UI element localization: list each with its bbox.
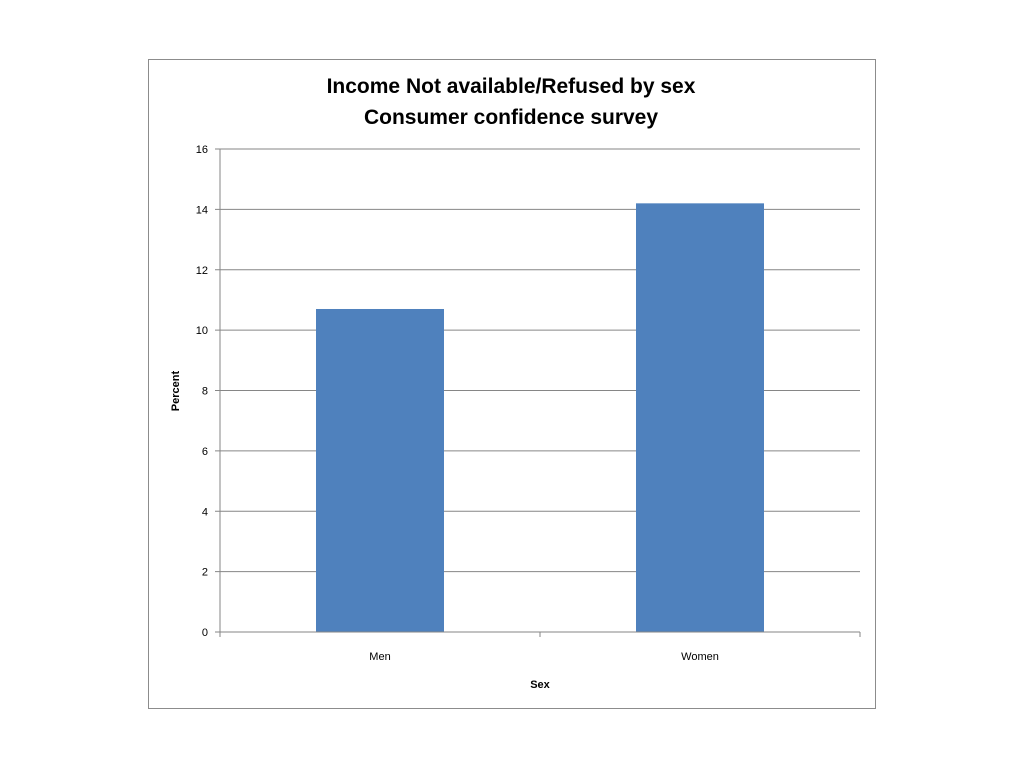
y-tick-label: 10 — [196, 325, 208, 337]
y-tick-label: 0 — [202, 627, 208, 639]
x-tick-label: Men — [369, 651, 390, 663]
y-tick-label: 8 — [202, 386, 208, 398]
x-axis-title: Sex — [530, 679, 550, 691]
bars — [316, 203, 764, 632]
bar-men — [316, 308, 444, 632]
x-tick-label: Women — [681, 651, 719, 663]
y-tick-label: 4 — [202, 506, 208, 518]
y-tick-label: 6 — [202, 446, 208, 458]
chart-subtitle: Consumer confidence survey — [364, 106, 658, 129]
y-axis-title: Percent — [170, 370, 182, 411]
y-tick-label: 16 — [196, 144, 208, 156]
chart-title: Income Not available/Refused by sex — [327, 75, 696, 98]
y-axis-ticks: 0 2 4 6 8 10 12 14 16 — [196, 144, 220, 639]
bar-women — [636, 203, 764, 632]
y-tick-label: 14 — [196, 204, 208, 216]
y-tick-label: 2 — [202, 567, 208, 579]
y-tick-label: 12 — [196, 265, 208, 277]
x-axis-ticks: Men Women — [219, 632, 861, 663]
